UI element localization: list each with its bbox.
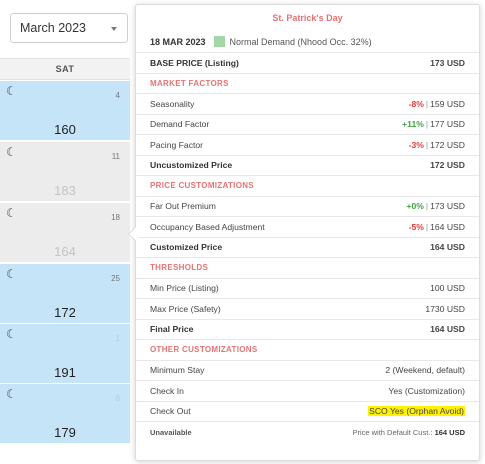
calendar-day-cell[interactable]: ☾ 18 164 (0, 203, 130, 263)
price-breakdown-popover: St. Patrick's Day 18 MAR 2023 Normal Dem… (127, 4, 480, 461)
day-number: 25 (111, 274, 120, 283)
default-price-value: 164 USD (434, 427, 465, 437)
night-stay-icon: ☾ (6, 387, 17, 401)
min-price-label: Min Price (Listing) (150, 283, 219, 294)
check-in-value: Yes (Customization) (388, 385, 465, 396)
thresholds-header: THRESHOLDS (150, 263, 209, 273)
pacing-factor-pct: -3% (408, 139, 424, 150)
price-customizations-header: PRICE CUSTOMIZATIONS (150, 181, 254, 191)
pacing-factor-label: Pacing Factor (150, 139, 204, 150)
base-price-value: 173 USD (430, 57, 465, 68)
seasonality-pct: -8% (408, 98, 424, 109)
min-price-row: Min Price (Listing) 100 USD (136, 279, 479, 299)
customized-price-value: 164 USD (430, 242, 465, 253)
calendar-day-cell[interactable]: ☾ 1 191 (0, 324, 130, 384)
final-price-row: Final Price 164 USD (136, 320, 479, 340)
seasonality-row: Seasonality -8% | 159 USD (136, 94, 479, 115)
minimum-stay-label: Minimum Stay (150, 365, 205, 376)
popover-footer: Unavailable Price with Default Cust.: 16… (136, 422, 479, 443)
chevron-down-icon (111, 27, 117, 31)
min-price-value: 100 USD (430, 283, 465, 294)
section-price-customizations: PRICE CUSTOMIZATIONS (136, 176, 479, 197)
demand-factor-label: Demand Factor (150, 119, 210, 130)
day-number: 4 (115, 91, 120, 100)
market-factors-header: MARKET FACTORS (150, 78, 229, 88)
day-price: 191 (54, 365, 76, 380)
night-stay-icon: ☾ (6, 145, 17, 159)
section-market-factors: MARKET FACTORS (136, 74, 479, 94)
day-price: 160 (54, 122, 76, 137)
seasonality-label: Seasonality (150, 98, 195, 109)
seasonality-value: 159 USD (430, 98, 465, 109)
popover-subheader: 18 MAR 2023 Normal Demand (Nhood Occ. 32… (136, 31, 479, 53)
occupancy-adjustment-value: 164 USD (430, 221, 465, 232)
day-price: 172 (54, 305, 76, 320)
other-customizations-header: OTHER CUSTOMIZATIONS (150, 345, 258, 355)
calendar-day-cell[interactable]: ☾ 11 183 (0, 142, 130, 202)
occupancy-adjustment-pct: -5% (408, 221, 424, 232)
calendar-day-cell[interactable]: ☾ 4 160 (0, 81, 130, 141)
demand-color-swatch (213, 36, 225, 47)
minimum-stay-row: Minimum Stay 2 (Weekend, default) (136, 361, 479, 381)
final-price-value: 164 USD (430, 324, 465, 335)
occupancy-adjustment-row: Occupancy Based Adjustment -5% | 164 USD (136, 217, 479, 238)
column-header-sat: SAT (0, 58, 130, 80)
popover-date: 18 MAR 2023 (150, 36, 206, 47)
section-other-customizations: OTHER CUSTOMIZATIONS (136, 340, 479, 361)
uncustomized-price-row: Uncustomized Price 172 USD (136, 156, 479, 176)
pacing-factor-value: 172 USD (430, 139, 465, 150)
occupancy-adjustment-label: Occupancy Based Adjustment (150, 221, 265, 232)
night-stay-icon: ☾ (6, 206, 17, 220)
night-stay-icon: ☾ (6, 327, 17, 341)
demand-factor-pct: +11% (402, 119, 424, 130)
month-select[interactable]: March 2023 (10, 13, 128, 43)
default-price-label: Price with Default Cust.: (352, 427, 433, 437)
base-price-label: BASE PRICE (Listing) (150, 57, 239, 68)
day-price: 183 (54, 183, 76, 198)
calendar-day-cell[interactable]: ☾ 8 179 (0, 384, 130, 444)
day-price: 179 (54, 425, 76, 440)
check-out-value: SCO Yes (Orphan Avoid) (368, 406, 465, 417)
check-in-row: Check In Yes (Customization) (136, 381, 479, 402)
far-out-premium-label: Far Out Premium (150, 201, 216, 212)
demand-factor-row: Demand Factor +11% | 177 USD (136, 115, 479, 135)
popover-title: St. Patrick's Day (272, 13, 343, 23)
day-number: 1 (115, 334, 120, 343)
night-stay-icon: ☾ (6, 267, 17, 281)
demand-label: Normal Demand (Nhood Occ. 32%) (229, 36, 372, 47)
check-out-label: Check Out (150, 406, 191, 417)
base-price-row: BASE PRICE (Listing) 173 USD (136, 53, 479, 74)
check-out-row: Check Out SCO Yes (Orphan Avoid) (136, 402, 479, 422)
far-out-premium-value: 173 USD (430, 201, 465, 212)
customized-price-label: Customized Price (150, 242, 223, 253)
section-thresholds: THRESHOLDS (136, 258, 479, 279)
max-price-row: Max Price (Safety) 1730 USD (136, 299, 479, 320)
customized-price-row: Customized Price 164 USD (136, 238, 479, 258)
far-out-premium-row: Far Out Premium +0% | 173 USD (136, 197, 479, 217)
pacing-factor-row: Pacing Factor -3% | 172 USD (136, 135, 479, 156)
night-stay-icon: ☾ (6, 84, 17, 98)
day-number: 18 (111, 213, 120, 222)
max-price-value: 1730 USD (425, 303, 465, 314)
day-price: 164 (54, 244, 76, 259)
day-number: 11 (111, 152, 120, 161)
check-in-label: Check In (150, 385, 184, 396)
uncustomized-price-label: Uncustomized Price (150, 160, 233, 171)
minimum-stay-value: 2 (Weekend, default) (385, 365, 465, 376)
day-number: 8 (115, 394, 120, 403)
month-select-value: March 2023 (20, 21, 87, 35)
calendar-day-cell[interactable]: ☾ 25 172 (0, 264, 130, 324)
demand-factor-value: 177 USD (430, 119, 465, 130)
max-price-label: Max Price (Safety) (150, 303, 221, 314)
availability-status: Unavailable (150, 427, 192, 437)
final-price-label: Final Price (150, 324, 194, 335)
far-out-premium-pct: +0% (406, 201, 424, 212)
uncustomized-price-value: 172 USD (430, 160, 465, 171)
